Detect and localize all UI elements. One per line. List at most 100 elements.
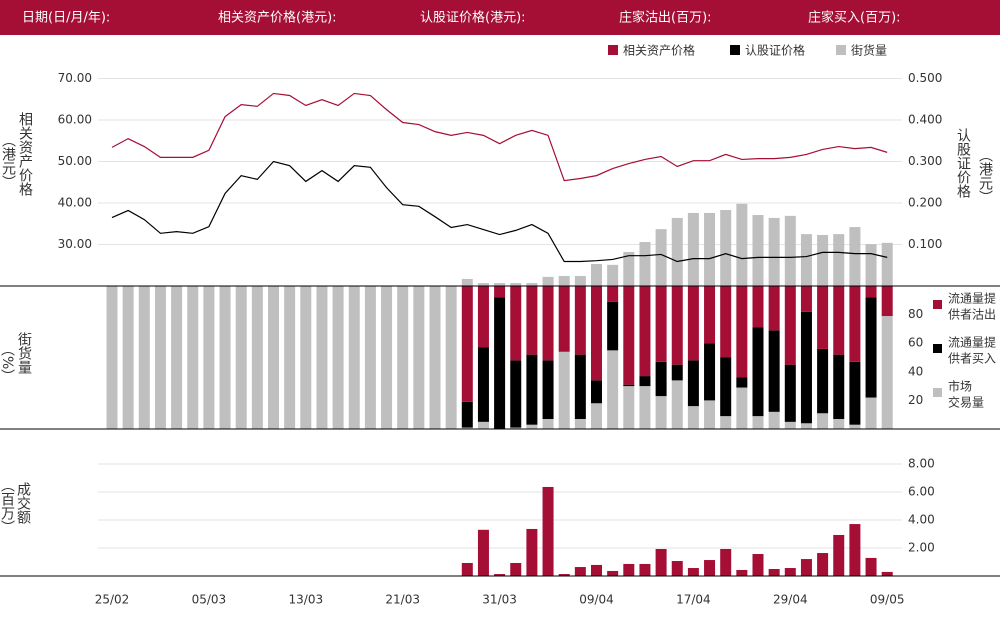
bar-segment xyxy=(591,403,602,429)
bar-segment xyxy=(639,286,651,377)
bar-segment xyxy=(461,401,473,428)
legend-label: 流通量提 xyxy=(948,291,996,306)
axis-label: （%） xyxy=(0,342,15,383)
x-tick-label: 17/04 xyxy=(676,593,711,607)
bar xyxy=(784,215,796,286)
bar-segment xyxy=(154,286,166,429)
bar-segment xyxy=(849,424,861,429)
y-tick-label: 6.00 xyxy=(908,485,935,499)
legend-label: 街货量 xyxy=(851,43,887,58)
bar-segment xyxy=(865,286,877,298)
bar-segment xyxy=(833,418,845,429)
bar xyxy=(768,217,780,286)
bar-segment xyxy=(671,364,683,381)
legend-label: 认股证价格 xyxy=(745,43,805,58)
bar xyxy=(574,567,586,576)
bar xyxy=(607,570,619,576)
bar-segment xyxy=(655,361,667,397)
bar xyxy=(752,554,764,576)
bar-segment xyxy=(687,286,699,361)
bar-segment xyxy=(203,286,215,429)
bar xyxy=(752,215,764,286)
y-tick-label: 30.00 xyxy=(58,237,92,251)
bar-segment xyxy=(639,376,651,387)
bar xyxy=(591,564,602,576)
legend-label: 市场 xyxy=(948,379,972,394)
bar xyxy=(526,528,538,576)
y-tick-label: 0.200 xyxy=(908,196,942,210)
bar-segment xyxy=(881,286,893,317)
bar xyxy=(574,276,586,286)
bar-segment xyxy=(687,360,699,407)
axis-label: （百万） xyxy=(0,478,15,534)
bar xyxy=(704,212,716,286)
bar-segment xyxy=(752,286,764,328)
bar-segment xyxy=(574,418,586,429)
bar-segment xyxy=(865,397,877,429)
line xyxy=(111,92,888,182)
bar xyxy=(704,560,716,576)
legend-swatch xyxy=(933,388,942,397)
y-tick-label: 40.00 xyxy=(58,196,92,210)
bar-segment xyxy=(494,297,506,429)
bar-segment xyxy=(849,286,861,362)
header-label: 日期(日/月/年): xyxy=(22,11,110,26)
bar xyxy=(800,234,812,286)
bar-segment xyxy=(752,327,764,417)
bar-segment xyxy=(494,286,506,298)
bar-segment xyxy=(768,286,780,331)
bar-segment xyxy=(300,286,312,429)
x-tick-label: 09/04 xyxy=(579,593,614,607)
bar-segment xyxy=(720,357,732,417)
bar-segment xyxy=(800,423,812,429)
bar-segment xyxy=(510,427,522,429)
bar-segment xyxy=(526,424,538,429)
bar-segment xyxy=(138,286,150,429)
bar-segment xyxy=(558,351,570,429)
x-tick-label: 09/05 xyxy=(870,593,905,607)
bar-segment xyxy=(591,286,602,381)
bar xyxy=(881,571,893,576)
bar-segment xyxy=(736,286,748,378)
bar-segment xyxy=(817,348,829,414)
bar xyxy=(720,210,732,286)
bar-segment xyxy=(623,286,635,385)
header-label: 庄家沽出(百万): xyxy=(619,10,712,26)
bar-segment xyxy=(510,286,522,361)
bar-segment xyxy=(817,286,829,349)
bar-segment xyxy=(671,286,683,365)
y-tick-label: 50.00 xyxy=(58,154,92,168)
header-bar xyxy=(0,0,1000,35)
bar-segment xyxy=(542,286,554,361)
bar-segment xyxy=(348,286,360,429)
bar xyxy=(542,486,554,576)
bar-segment xyxy=(574,286,586,355)
x-tick-label: 31/03 xyxy=(482,593,517,607)
bar-segment xyxy=(704,343,716,401)
bar-segment xyxy=(607,286,619,302)
bar xyxy=(558,574,570,576)
bar-segment xyxy=(752,416,764,429)
bar-segment xyxy=(623,386,635,429)
bar xyxy=(849,227,861,286)
bar-segment xyxy=(122,286,134,429)
bar-segment xyxy=(720,286,732,358)
bar xyxy=(736,569,748,576)
bar xyxy=(817,553,829,576)
bar-segment xyxy=(833,354,845,419)
bar-segment xyxy=(510,360,522,428)
bar xyxy=(881,242,893,286)
bar-segment xyxy=(655,396,667,429)
bar-segment xyxy=(833,286,845,355)
legend-label: 交易量 xyxy=(948,395,984,410)
bar xyxy=(591,264,602,286)
bar-segment xyxy=(526,354,538,425)
bar-segment xyxy=(623,384,635,387)
bar-segment xyxy=(429,286,441,429)
y-tick-label: 0.500 xyxy=(908,71,942,85)
y-tick-label: 0.100 xyxy=(908,237,942,251)
bar-segment xyxy=(607,301,619,351)
bar xyxy=(865,557,877,576)
axis-label: 相关资产价格 xyxy=(17,112,33,196)
